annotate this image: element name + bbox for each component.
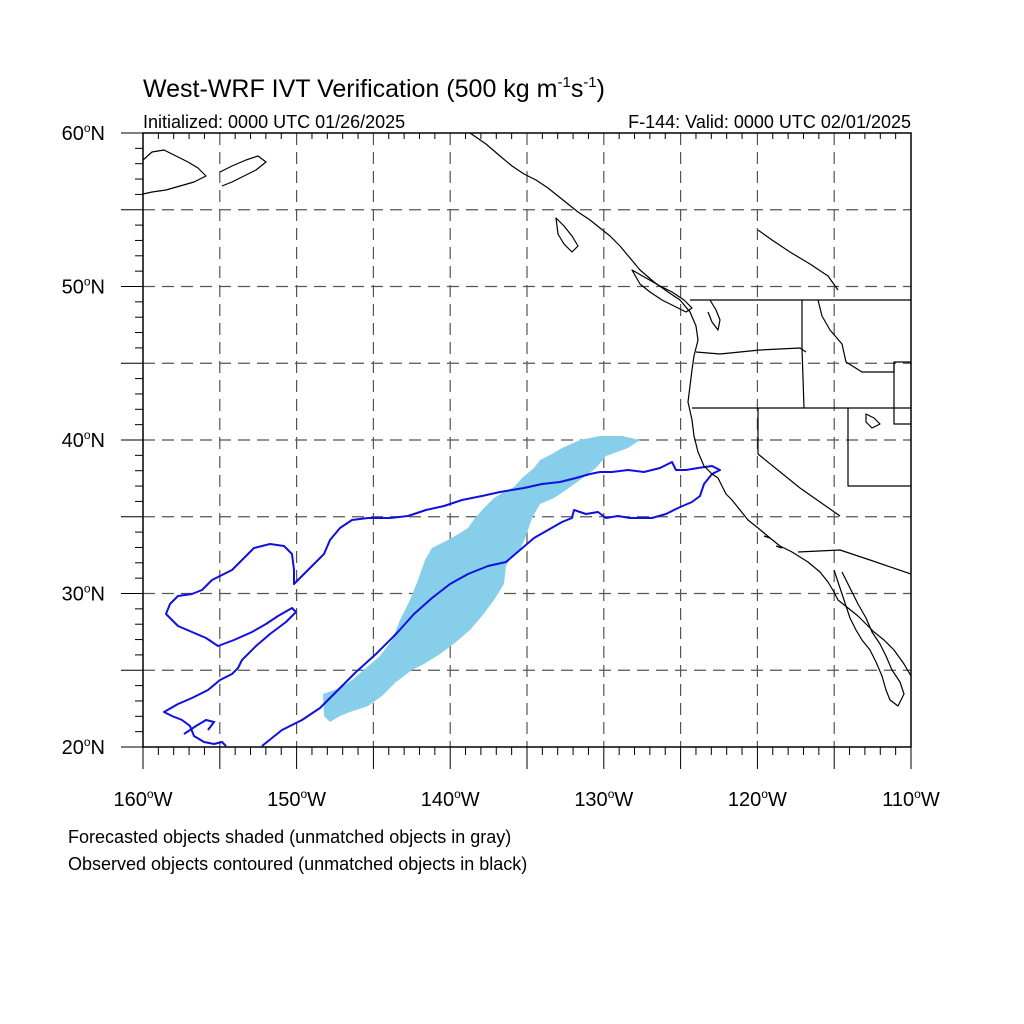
- coastlines: [143, 133, 911, 707]
- lat-label: 30oN: [62, 582, 105, 606]
- lat-label: 40oN: [62, 428, 105, 452]
- valid-time: F-144: Valid: 0000 UTC 02/01/2025: [628, 112, 911, 132]
- puget-sound: [707, 299, 721, 331]
- great-salt-lake: [865, 413, 881, 429]
- lat-label: 20oN: [62, 735, 105, 759]
- caption-observed: Observed objects contoured (unmatched ob…: [68, 854, 528, 874]
- idaho-border: [801, 299, 911, 409]
- lon-label: 150oW: [267, 787, 326, 811]
- utah-wyoming-border: [893, 362, 911, 425]
- lon-label: 130oW: [574, 787, 633, 811]
- map-title: West-WRF IVT Verification (500 kg m-1s-1…: [143, 74, 605, 103]
- alaska-coast: [143, 149, 207, 195]
- vancouver-island: [631, 269, 693, 313]
- lat-label: 50oN: [62, 275, 105, 299]
- lon-label: 140oW: [421, 787, 480, 811]
- bc-islands: [555, 217, 579, 253]
- us-mexico-border: [797, 549, 911, 575]
- lon-label: 110oW: [882, 787, 940, 811]
- nevada-border: [757, 408, 911, 517]
- initialized-time: Initialized: 0000 UTC 01/26/2025: [143, 112, 405, 132]
- north-america-coastline: [469, 133, 911, 677]
- axis-ticks: [121, 132, 912, 769]
- lon-label: 160oW: [114, 787, 173, 811]
- graticule-grid: [143, 133, 911, 747]
- lat-label: 60oN: [62, 121, 105, 145]
- washington-oregon-border: [695, 347, 807, 355]
- baja-california-coast: [833, 569, 905, 707]
- caption: Forecasted objects shaded (unmatched obj…: [68, 824, 527, 878]
- lon-label: 120oW: [728, 787, 787, 811]
- observed-ivt-contour: [163, 461, 721, 747]
- caption-forecast: Forecasted objects shaded (unmatched obj…: [68, 827, 512, 847]
- montana-border: [757, 229, 839, 291]
- channel-islands: [763, 535, 783, 549]
- observed-ivt-fragment: [183, 718, 216, 735]
- axis-labels: 60oN 50oN 40oN 30oN 20oN 160oW 150oW 140oW 130oW…: [62, 121, 940, 811]
- forecast-ivt-object: [323, 436, 640, 722]
- alaska-coast-2: [219, 155, 267, 187]
